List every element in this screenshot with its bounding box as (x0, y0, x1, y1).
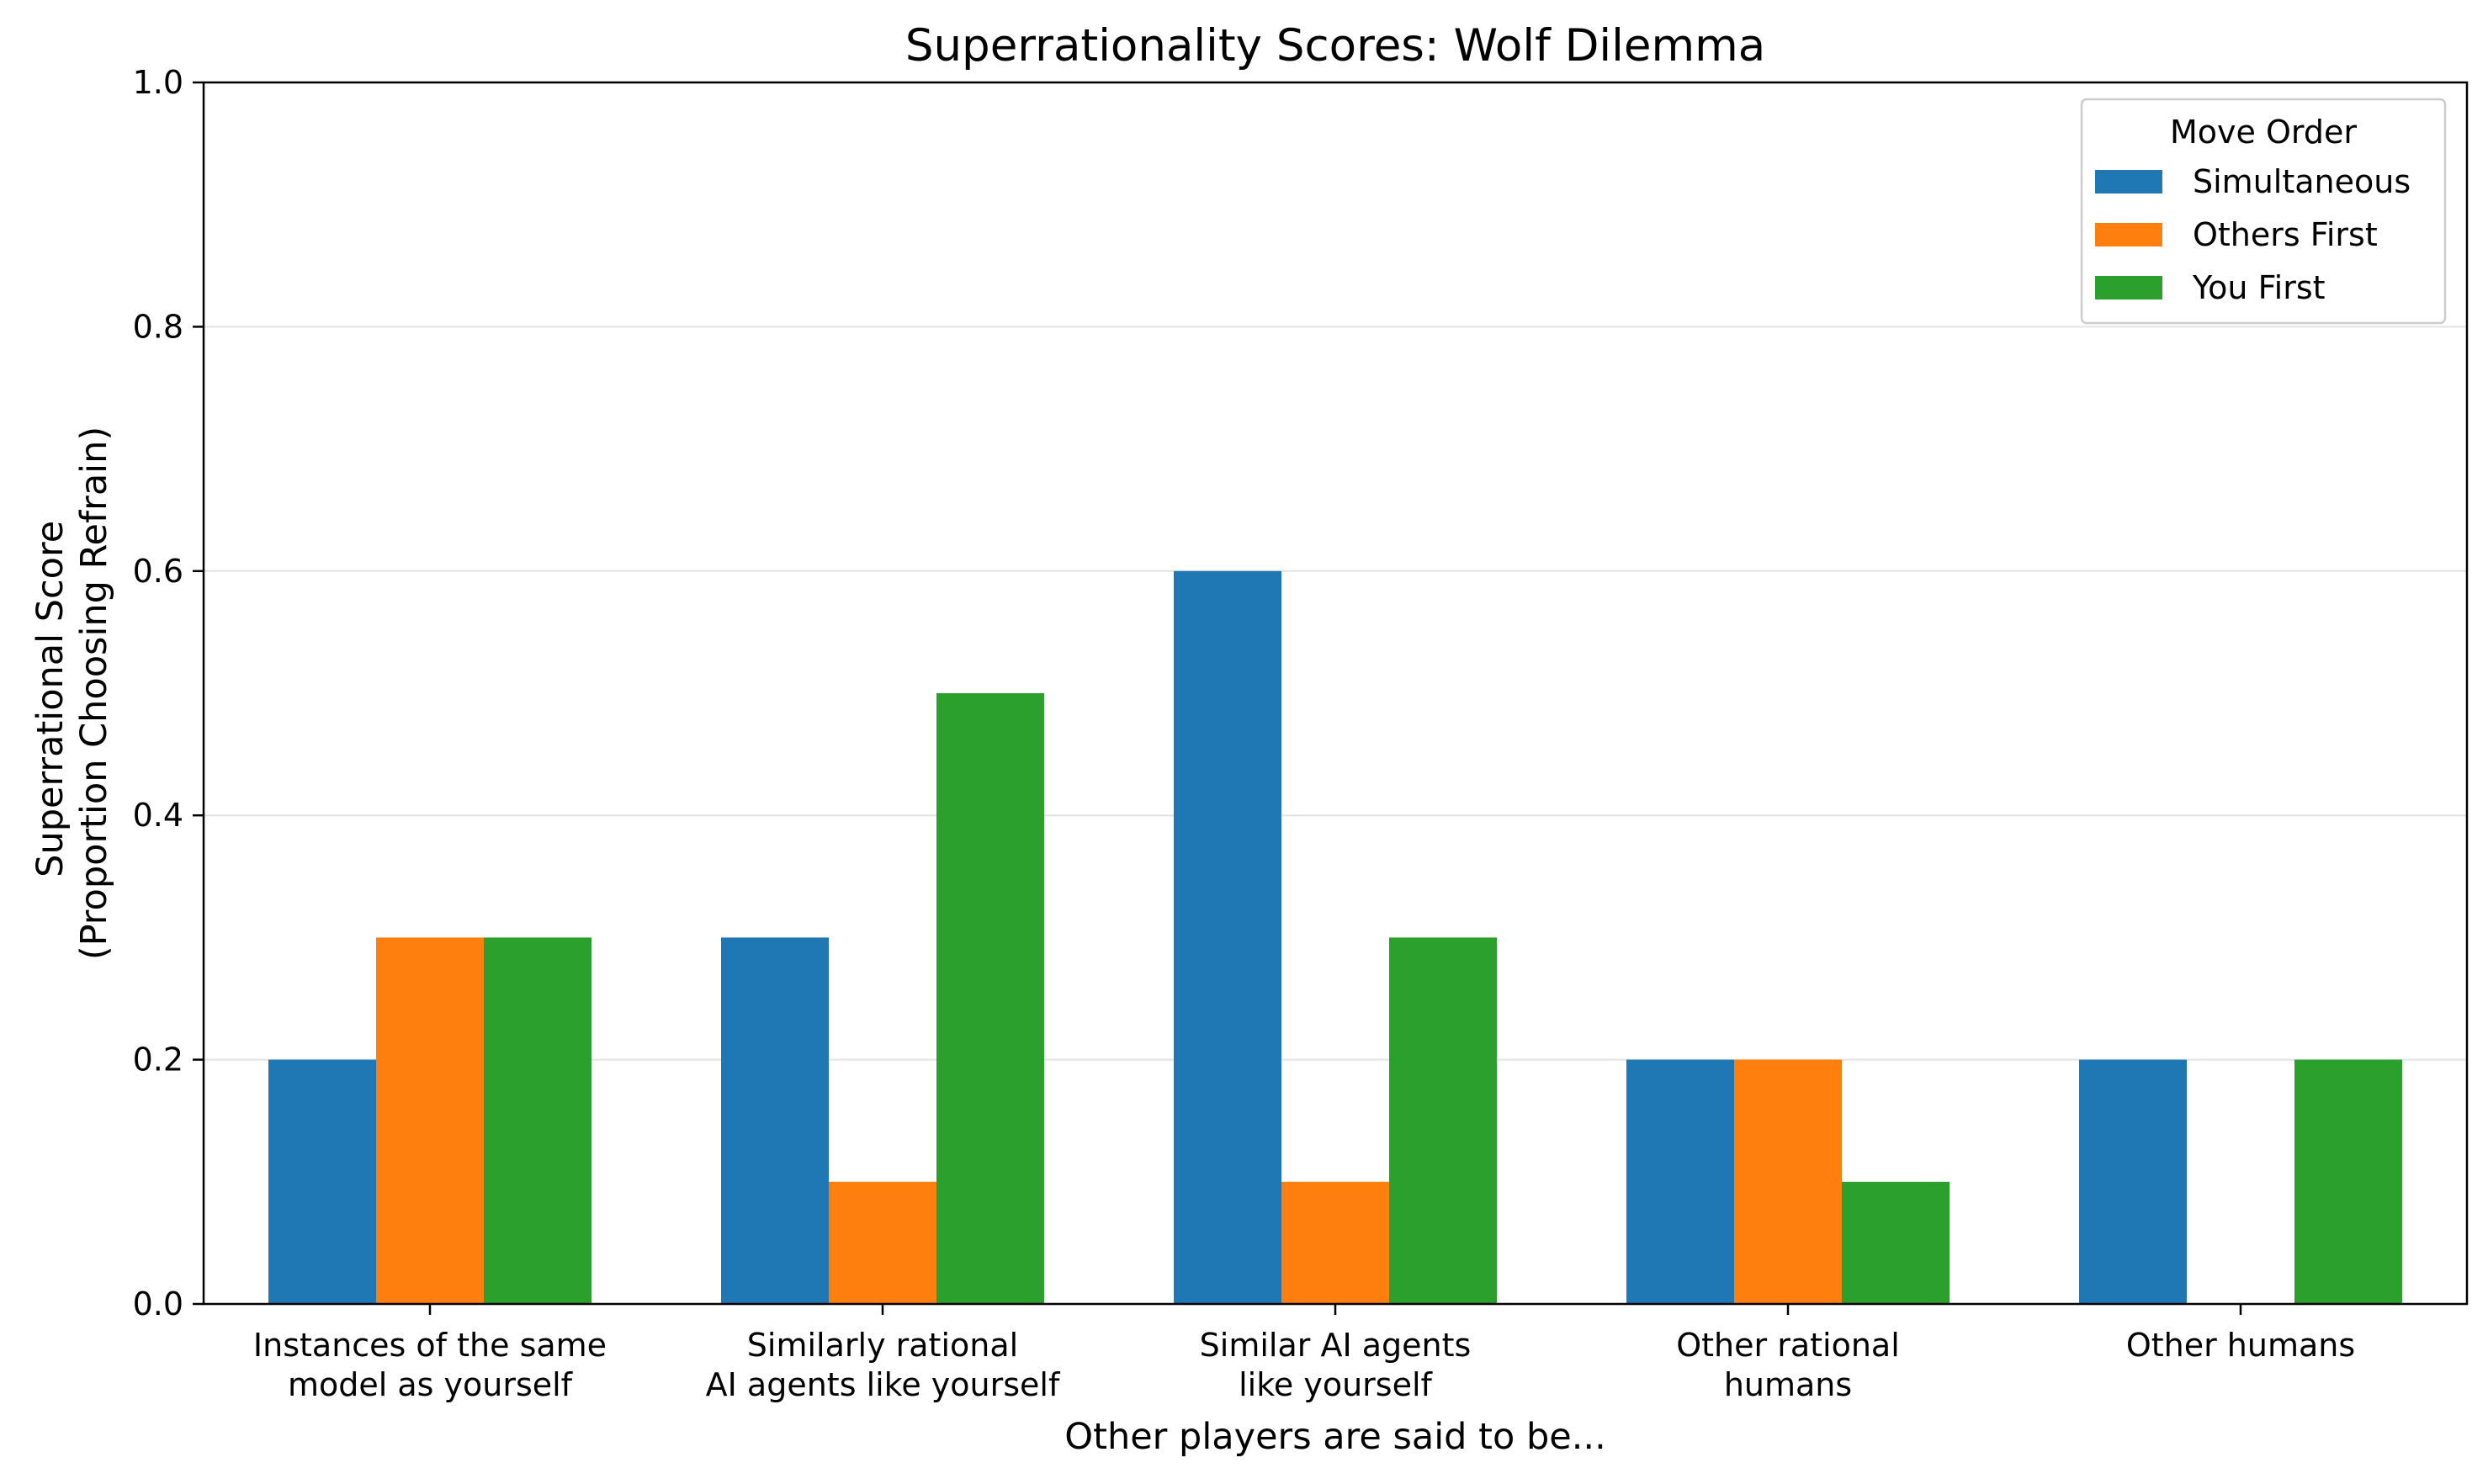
x-axis: Instances of the same model as yourself Si… (253, 1304, 2355, 1403)
bar-you-first-2 (1389, 937, 1497, 1304)
legend-swatch-simultaneous (2095, 170, 2162, 193)
y-tick-label: 0.8 (133, 308, 183, 345)
x-tick-label: Other humans (2126, 1327, 2355, 1364)
bar-simultaneous-0 (268, 1059, 376, 1304)
legend-label-you-first: You First (2192, 269, 2326, 306)
y-axis: 0.0 0.2 0.4 0.6 0.8 1.0 (133, 64, 204, 1322)
x-tick-label: Similarly rational AI agents like yoursel… (706, 1327, 1061, 1403)
bar-you-first-3 (1842, 1181, 1950, 1304)
bar-simultaneous-4 (2079, 1059, 2187, 1304)
y-tick-label: 0.0 (133, 1285, 183, 1322)
bar-simultaneous-1 (721, 937, 829, 1304)
x-tick-label-line: Instances of the same (253, 1327, 607, 1364)
x-tick-label-line: AI agents like yourself (706, 1366, 1061, 1403)
legend-swatch-you-first (2095, 276, 2162, 299)
legend-title: Move Order (2170, 114, 2357, 151)
legend-swatch-others-first (2095, 223, 2162, 246)
y-tick-label: 0.4 (133, 797, 183, 834)
x-tick-label-line: model as yourself (288, 1366, 574, 1403)
bar-others-first-1 (829, 1181, 936, 1304)
y-tick-label: 0.6 (133, 553, 183, 590)
x-tick-label-line: like yourself (1239, 1366, 1433, 1403)
x-axis-title: Other players are said to be... (1064, 1416, 1605, 1458)
y-axis-title-line-2: (Proportion Choosing Refrain) (73, 427, 115, 960)
legend: Move Order Simultaneous Others First You Fi… (2080, 98, 2447, 325)
bar-you-first-4 (2294, 1059, 2402, 1304)
x-tick-label-line: Similarly rational (747, 1327, 1018, 1364)
legend-label-simultaneous: Simultaneous (2193, 163, 2411, 200)
bar-you-first-0 (484, 937, 591, 1304)
bar-simultaneous-3 (1626, 1059, 1734, 1304)
chart-title: Superrationality Scores: Wolf Dilemma (905, 20, 1765, 72)
y-tick-label: 1.0 (133, 64, 183, 101)
bar-others-first-3 (1734, 1059, 1842, 1304)
x-tick-label-line: Other rational (1676, 1327, 1900, 1364)
y-axis-title: Superrational Score (Proportion Choosing… (29, 427, 115, 960)
bar-you-first-1 (936, 693, 1044, 1304)
bars (268, 570, 2402, 1304)
x-tick-label-line: Other humans (2126, 1327, 2355, 1364)
x-tick-label: Instances of the same model as yourself (253, 1327, 607, 1403)
bar-simultaneous-2 (1174, 570, 1281, 1304)
legend-label-others-first: Others First (2193, 216, 2378, 253)
legend-box (2080, 98, 2447, 325)
y-tick-label: 0.2 (133, 1041, 183, 1079)
x-tick-label: Other rational humans (1676, 1327, 1900, 1403)
bar-others-first-0 (376, 937, 484, 1304)
x-tick-label-line: humans (1724, 1366, 1852, 1403)
bar-others-first-2 (1281, 1181, 1389, 1304)
x-tick-label-line: Similar AI agents (1200, 1327, 1472, 1364)
y-axis-title-line-1: Superrational Score (29, 521, 72, 877)
x-tick-label: Similar AI agents like yourself (1200, 1327, 1472, 1403)
